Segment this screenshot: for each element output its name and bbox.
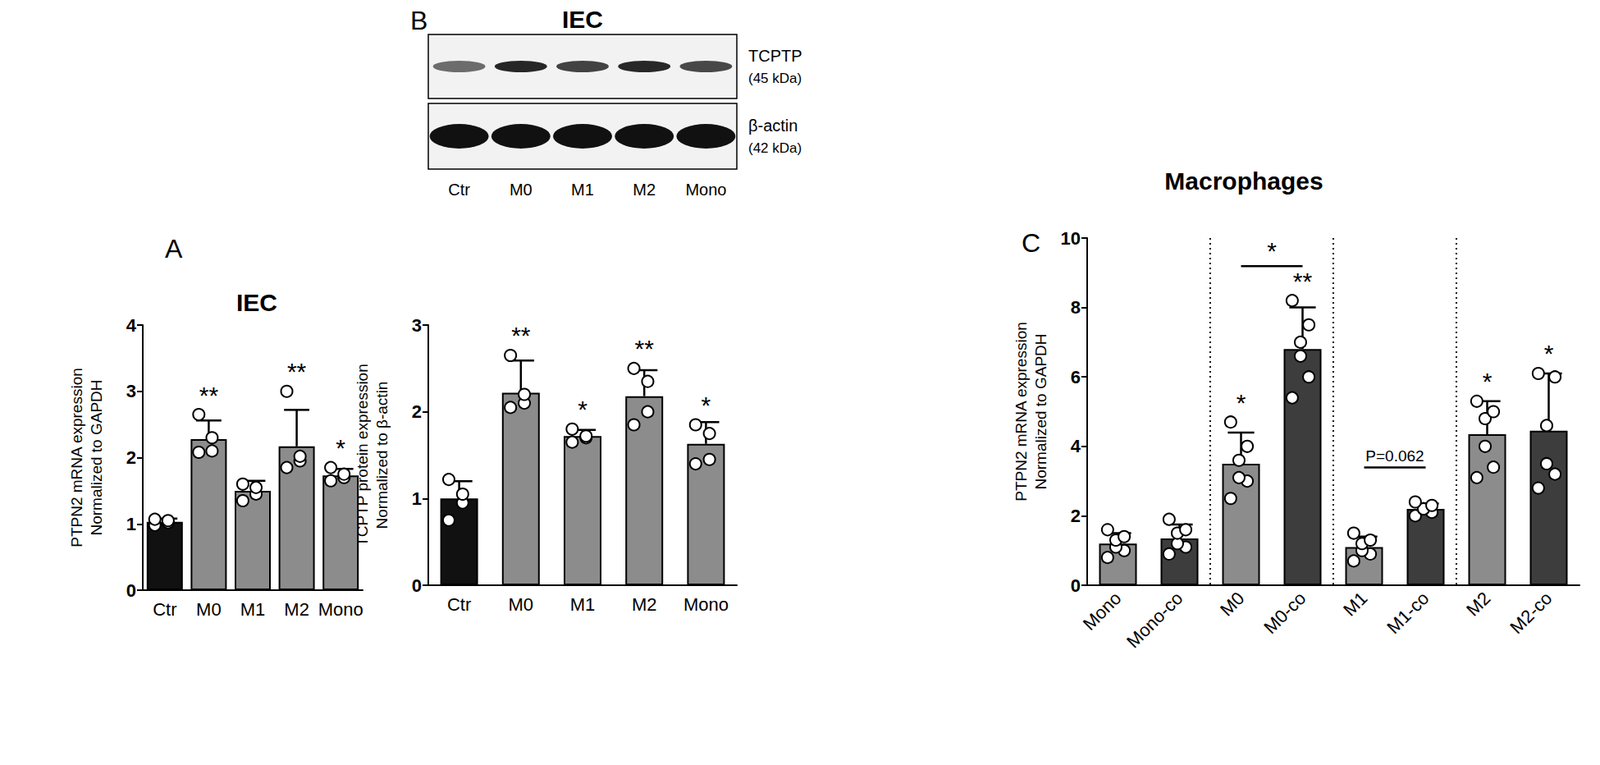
- svg-text:TCPTP: TCPTP: [748, 46, 803, 65]
- svg-text:*: *: [1236, 388, 1247, 416]
- svg-text:2: 2: [411, 401, 422, 422]
- svg-text:4: 4: [1070, 435, 1082, 457]
- svg-text:Ctr: Ctr: [152, 598, 177, 620]
- svg-text:**: **: [635, 334, 655, 362]
- svg-text:M2-co: M2-co: [1505, 587, 1556, 638]
- svg-text:6: 6: [1070, 366, 1081, 388]
- svg-text:*: *: [1544, 339, 1555, 367]
- svg-text:M1: M1: [1339, 587, 1372, 620]
- svg-text:M2: M2: [631, 594, 658, 615]
- svg-text:1: 1: [126, 513, 137, 535]
- svg-text:Mono: Mono: [685, 180, 727, 199]
- svg-text:Normalized to GAPDH: Normalized to GAPDH: [87, 379, 106, 535]
- svg-text:IEC: IEC: [562, 5, 604, 33]
- svg-text:*: *: [1482, 367, 1493, 395]
- svg-text:Normalized to β-actin: Normalized to β-actin: [373, 381, 391, 530]
- svg-text:Ctr: Ctr: [447, 594, 471, 615]
- svg-text:M2: M2: [632, 180, 656, 199]
- svg-text:IEC: IEC: [236, 288, 278, 316]
- svg-text:B: B: [410, 5, 428, 36]
- svg-text:β-actin: β-actin: [748, 116, 798, 135]
- svg-text:(42 kDa): (42 kDa): [748, 140, 802, 156]
- svg-text:P=0.062: P=0.062: [1365, 447, 1424, 465]
- svg-text:C: C: [1021, 228, 1041, 258]
- svg-text:M0: M0: [196, 598, 222, 620]
- svg-text:M2: M2: [283, 598, 310, 620]
- svg-text:M0: M0: [509, 180, 533, 199]
- svg-text:10: 10: [1060, 228, 1081, 249]
- svg-text:**: **: [199, 381, 220, 409]
- svg-text:(45 kDa): (45 kDa): [748, 70, 802, 87]
- svg-text:M0: M0: [1216, 587, 1248, 620]
- svg-text:M1-co: M1-co: [1382, 587, 1433, 638]
- svg-text:3: 3: [411, 315, 422, 336]
- svg-text:Mono: Mono: [318, 598, 364, 620]
- svg-text:M2: M2: [1462, 587, 1495, 620]
- svg-text:0: 0: [1070, 575, 1081, 596]
- svg-text:0: 0: [126, 580, 137, 601]
- svg-text:PTPN2 mRNA expression: PTPN2 mRNA expression: [68, 367, 86, 548]
- svg-text:Mono: Mono: [1078, 587, 1126, 635]
- svg-text:M1: M1: [570, 594, 596, 615]
- svg-text:3: 3: [126, 380, 137, 402]
- svg-text:*: *: [335, 434, 346, 462]
- svg-text:*: *: [701, 391, 712, 419]
- svg-text:8: 8: [1070, 297, 1081, 318]
- svg-text:Macrophages: Macrophages: [1164, 167, 1323, 195]
- svg-text:M1: M1: [571, 180, 595, 199]
- svg-text:4: 4: [126, 315, 138, 336]
- svg-text:A: A: [164, 233, 183, 264]
- svg-text:1: 1: [411, 488, 422, 509]
- svg-text:Ctr: Ctr: [448, 180, 471, 199]
- svg-text:M0-co: M0-co: [1259, 587, 1310, 638]
- svg-text:0: 0: [411, 575, 422, 596]
- svg-text:2: 2: [1070, 505, 1081, 526]
- svg-text:*: *: [1266, 237, 1277, 265]
- svg-text:Normalized to GAPDH: Normalized to GAPDH: [1032, 333, 1050, 490]
- svg-text:Mono: Mono: [683, 594, 729, 615]
- svg-text:**: **: [511, 321, 531, 349]
- svg-text:Mono-co: Mono-co: [1122, 587, 1187, 652]
- svg-text:**: **: [287, 357, 307, 385]
- svg-text:M0: M0: [508, 594, 535, 615]
- svg-text:*: *: [577, 395, 588, 423]
- svg-text:**: **: [1293, 267, 1313, 295]
- svg-text:2: 2: [126, 447, 137, 468]
- svg-text:M1: M1: [240, 598, 266, 620]
- svg-text:PTPN2 mRNA expression: PTPN2 mRNA expression: [1012, 321, 1030, 502]
- svg-text:TCPTP protein expression: TCPTP protein expression: [353, 363, 371, 547]
